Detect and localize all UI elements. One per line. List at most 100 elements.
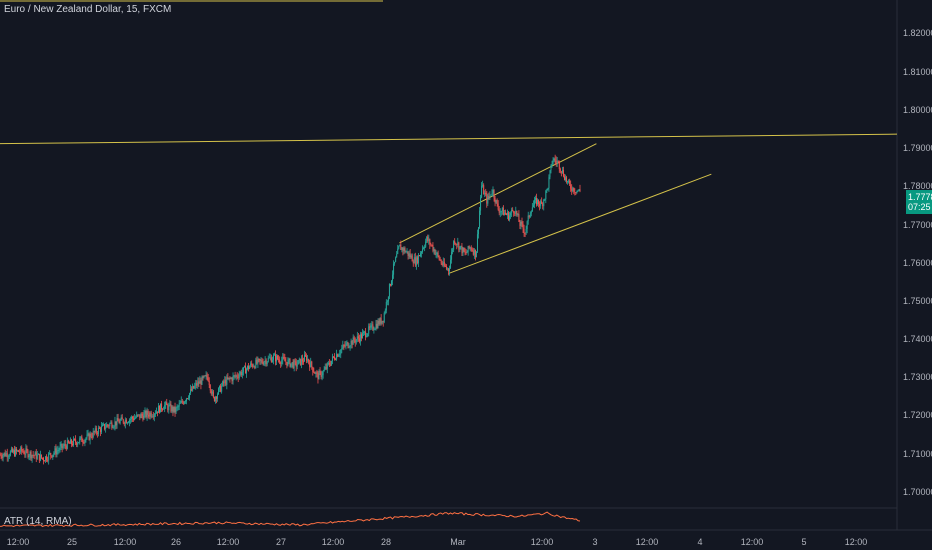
candle-body	[345, 343, 347, 347]
price-tick: 1.76000	[903, 258, 932, 268]
candle-body	[210, 390, 212, 394]
candle-body	[207, 377, 209, 381]
candle-body	[259, 359, 261, 361]
candle-body	[482, 185, 484, 186]
price-tick: 1.80000	[903, 105, 932, 115]
candle-body	[369, 326, 371, 328]
candle-body	[489, 194, 491, 197]
candle-body	[552, 160, 554, 165]
price-tick: 1.77000	[903, 220, 932, 230]
candle-body	[471, 249, 473, 251]
candle-body	[309, 362, 311, 368]
candle-body	[109, 423, 111, 427]
candle-body	[538, 199, 540, 205]
candle-body	[193, 385, 195, 389]
candle-body	[53, 452, 55, 455]
candle-body	[110, 422, 112, 424]
candle-body	[124, 419, 126, 425]
candle-body	[466, 251, 468, 254]
candle-body	[353, 337, 355, 341]
candle-body	[439, 259, 441, 261]
candle-body	[501, 207, 503, 212]
candle-body	[52, 454, 54, 458]
candle-body	[291, 362, 293, 364]
candle-body	[450, 259, 452, 269]
candle-body	[157, 405, 159, 413]
candle-body	[498, 209, 500, 213]
candle-body	[141, 414, 143, 416]
time-tick: 28	[380, 537, 392, 547]
candle-body	[101, 426, 102, 432]
candle-body	[208, 380, 210, 385]
price-tick: 1.71000	[903, 449, 932, 459]
candle-body	[394, 261, 396, 264]
candle-body	[405, 251, 407, 253]
candle-body	[401, 247, 403, 251]
candle-body	[555, 160, 557, 163]
candle-body	[257, 358, 259, 364]
candle-body	[324, 367, 326, 370]
candle-body	[40, 454, 42, 458]
candle-body	[395, 257, 397, 262]
candle-body	[25, 448, 27, 454]
candle-body	[467, 245, 469, 252]
symbol-title[interactable]: Euro / New Zealand Dollar, 15, FXCM	[4, 4, 172, 15]
candle-body	[447, 268, 449, 272]
candle-body	[57, 450, 59, 452]
candle-body	[525, 228, 527, 233]
candle-body	[400, 244, 402, 251]
candle-body	[318, 371, 320, 380]
time-tick: 12:00	[844, 537, 868, 547]
candle-body	[522, 223, 524, 229]
candle-body	[146, 410, 148, 417]
candle-body	[155, 411, 157, 414]
candle-body	[465, 252, 467, 254]
candle-body	[267, 357, 269, 362]
price-tick: 1.70000	[903, 487, 932, 497]
candle-body	[32, 454, 34, 456]
candle-body	[34, 452, 36, 456]
time-tick: 12:00	[6, 537, 30, 547]
drawings-layer[interactable]	[0, 133, 898, 274]
candle-body	[428, 239, 430, 241]
indicator-label[interactable]: ATR (14, RMA)	[4, 516, 72, 527]
candle-body	[391, 280, 392, 286]
candle-body	[304, 355, 305, 362]
candle-body	[44, 460, 46, 462]
candle-body	[578, 189, 580, 191]
candle-body	[78, 442, 80, 444]
candle-body	[123, 422, 125, 425]
candle-body	[167, 405, 169, 411]
candle-body	[281, 360, 283, 364]
candle-body	[51, 455, 53, 458]
last-price-badge[interactable]: 1.77786 07:25	[906, 190, 932, 214]
candle-body	[460, 245, 462, 247]
candle-body	[131, 416, 133, 420]
candle-body	[435, 253, 437, 255]
candle-body	[317, 373, 319, 380]
candle-body	[495, 199, 497, 203]
candle-body	[545, 190, 547, 199]
candle-body	[511, 209, 513, 213]
candle-body	[559, 169, 561, 172]
time-tick: 12:00	[635, 537, 659, 547]
candle-body	[283, 356, 285, 359]
candle-body	[31, 454, 33, 459]
candle-body	[514, 212, 516, 214]
candle-body	[453, 241, 455, 250]
atr-layer	[0, 511, 581, 528]
candle-body	[160, 403, 162, 413]
candle-body	[486, 194, 488, 204]
candle-body	[328, 362, 330, 365]
candle-body	[264, 360, 266, 362]
candle-body	[171, 406, 173, 412]
candle-body	[426, 236, 428, 242]
candle-body	[415, 257, 417, 266]
candle-body	[288, 358, 290, 361]
candle-body	[105, 427, 107, 429]
candle-body	[567, 181, 569, 182]
candle-body	[152, 416, 154, 418]
candle-body	[393, 263, 395, 275]
